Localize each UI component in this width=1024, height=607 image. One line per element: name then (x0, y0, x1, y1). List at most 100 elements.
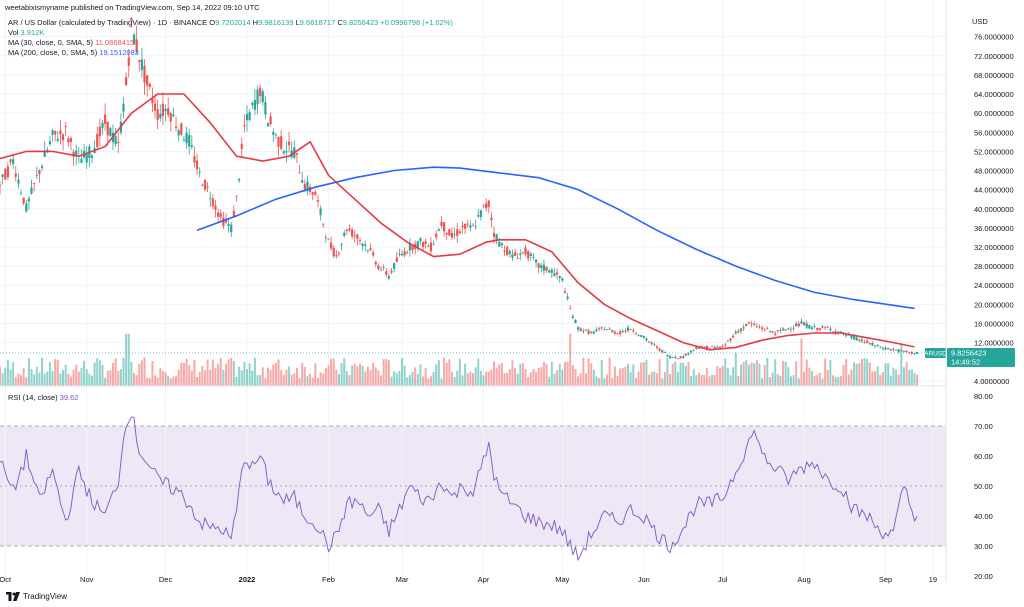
candle-body (513, 252, 517, 256)
rsi-tick-label: 20.00 (974, 572, 993, 581)
candle-body (824, 327, 827, 329)
currency-label[interactable]: USD (972, 17, 988, 26)
volume-bar (366, 366, 369, 386)
candle-body (666, 355, 669, 357)
rsi-axis[interactable]: 80.00 70.00 60.00 50.00 40.00 30.00 20.00 (974, 392, 993, 581)
volume-bar (519, 363, 522, 386)
volume-bar (301, 362, 304, 386)
candle-body (900, 350, 903, 351)
candle-body (810, 327, 814, 329)
ma30-label[interactable]: MA (30, close, 0, SMA, 5) (8, 38, 94, 47)
candle-body (692, 349, 695, 351)
volume-bar (222, 369, 225, 386)
volume-bar (679, 362, 682, 386)
volume-bar (235, 376, 238, 386)
candle-body (553, 273, 556, 277)
volume-bar (54, 359, 57, 386)
price-tick-label: 12.0000000 (974, 339, 1014, 348)
time-axis[interactable]: Oct Nov Dec 2022 Feb Mar Apr May Jun Jul Aug Sep 19 (0, 575, 937, 584)
candle-body (374, 262, 377, 265)
candle-body (858, 339, 861, 341)
candle-body (487, 200, 490, 207)
symbol-name[interactable]: AR / US Dollar (calculated by TradingVie… (8, 18, 151, 27)
ma200-label[interactable]: MA (200, close, 0, SMA, 5) (8, 48, 98, 57)
volume-bar (148, 377, 151, 386)
candle-body (645, 338, 648, 341)
candle-body (269, 116, 272, 125)
volume-bar (248, 363, 251, 386)
volume-bar (592, 370, 595, 386)
volume-bar (824, 358, 827, 386)
candle-body (316, 200, 320, 202)
candle-body (277, 136, 280, 147)
volume-bar (624, 366, 627, 386)
footer-brand: TradingView (6, 592, 67, 601)
volume-bar (582, 357, 585, 386)
volume-bar (671, 363, 674, 386)
volume-bar (75, 364, 78, 386)
rsi-value: 39.62 (59, 393, 79, 402)
price-tick-label: 52.0000000 (974, 147, 1014, 156)
volume-bar (724, 358, 727, 386)
volume-bar (151, 361, 154, 386)
candle-body (603, 329, 606, 331)
tradingview-logo-icon (6, 592, 20, 601)
price-axis[interactable]: 76.0000000 72.0000000 68.0000000 64.0000000… (974, 33, 1014, 386)
volume-bar (729, 375, 732, 386)
price-tick-label: 44.0000000 (974, 186, 1014, 195)
volume-bar (85, 369, 88, 386)
volume-bar (232, 361, 235, 386)
rsi-tick-label: 50.00 (974, 482, 993, 491)
volume-bar (319, 372, 322, 386)
candle-body (742, 327, 745, 329)
volume-bar (69, 376, 72, 386)
volume-bar (750, 362, 753, 386)
candle-body (209, 198, 212, 200)
candle-body (750, 323, 753, 325)
volume-bar (755, 360, 758, 386)
candle-body (411, 245, 414, 251)
volume-bar (106, 370, 109, 386)
volume-label[interactable]: Vol (8, 28, 19, 37)
candle-body (592, 331, 595, 334)
candle-body (726, 340, 729, 342)
volume-bar (306, 376, 309, 386)
volume-bar (429, 376, 432, 386)
volume-bar (834, 376, 837, 386)
publish-text: weetabixismyname published on TradingVie… (5, 3, 260, 12)
volume-bar (111, 362, 114, 386)
volume-bar (711, 374, 714, 386)
candle-body (106, 121, 109, 136)
candle-body (574, 319, 577, 323)
candle-body (85, 154, 88, 163)
brand-name: TradingView (23, 592, 68, 601)
candle-body (784, 329, 787, 331)
candle-body (442, 222, 446, 232)
volume-bar (56, 359, 59, 386)
volume-bar (897, 374, 900, 386)
volume-bar (393, 371, 396, 386)
volume-bar (156, 377, 159, 386)
candle-body (571, 316, 574, 319)
candle-body (655, 346, 659, 348)
volume-bar (264, 377, 267, 386)
candle-body (469, 225, 472, 228)
time-tick-label: Dec (159, 575, 173, 584)
candle-body (821, 326, 824, 328)
candle-body (1, 174, 4, 177)
candle-body (306, 181, 309, 192)
candle-body (43, 151, 46, 157)
candle-body (180, 123, 183, 135)
ma200-line (196, 166, 915, 310)
volume-bar (303, 366, 306, 386)
volume-bar (466, 373, 469, 386)
candle-body (905, 350, 908, 353)
volume-bar (524, 368, 527, 386)
candle-body (385, 271, 388, 275)
price-tick-label: 48.0000000 (974, 167, 1014, 176)
rsi-label[interactable]: RSI (14, close) (8, 393, 58, 402)
volume-bar (380, 375, 383, 386)
time-tick-label: Apr (478, 575, 490, 584)
candle-body (619, 331, 622, 334)
candle-body (800, 321, 803, 324)
